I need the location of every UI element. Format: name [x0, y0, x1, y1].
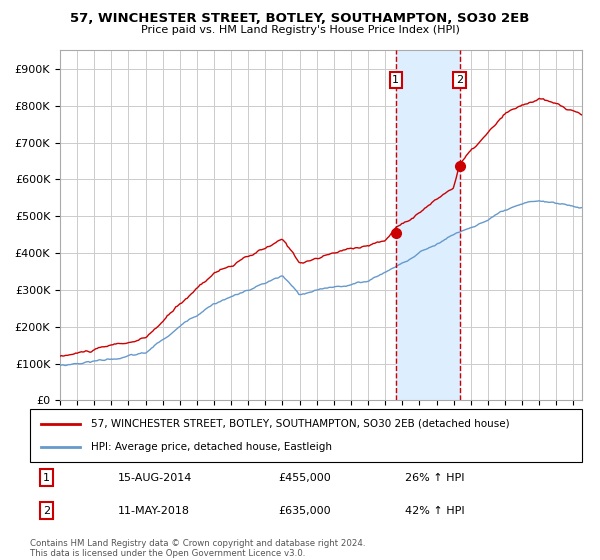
Text: 1: 1 [43, 473, 50, 483]
Text: 2: 2 [456, 75, 463, 85]
Text: 57, WINCHESTER STREET, BOTLEY, SOUTHAMPTON, SO30 2EB: 57, WINCHESTER STREET, BOTLEY, SOUTHAMPT… [70, 12, 530, 25]
Text: 11-MAY-2018: 11-MAY-2018 [118, 506, 190, 516]
Text: Contains HM Land Registry data © Crown copyright and database right 2024.
This d: Contains HM Land Registry data © Crown c… [30, 539, 365, 558]
Bar [396, 50, 460, 400]
Text: 57, WINCHESTER STREET, BOTLEY, SOUTHAMPTON, SO30 2EB (detached house): 57, WINCHESTER STREET, BOTLEY, SOUTHAMPT… [91, 419, 509, 429]
FancyBboxPatch shape [30, 409, 582, 462]
Text: HPI: Average price, detached house, Eastleigh: HPI: Average price, detached house, East… [91, 442, 332, 452]
Text: 1: 1 [392, 75, 399, 85]
Text: £635,000: £635,000 [278, 506, 331, 516]
Text: £455,000: £455,000 [278, 473, 331, 483]
Text: 42% ↑ HPI: 42% ↑ HPI [406, 506, 465, 516]
Text: 2: 2 [43, 506, 50, 516]
Text: 26% ↑ HPI: 26% ↑ HPI [406, 473, 465, 483]
Text: 15-AUG-2014: 15-AUG-2014 [118, 473, 193, 483]
Text: Price paid vs. HM Land Registry's House Price Index (HPI): Price paid vs. HM Land Registry's House … [140, 25, 460, 35]
